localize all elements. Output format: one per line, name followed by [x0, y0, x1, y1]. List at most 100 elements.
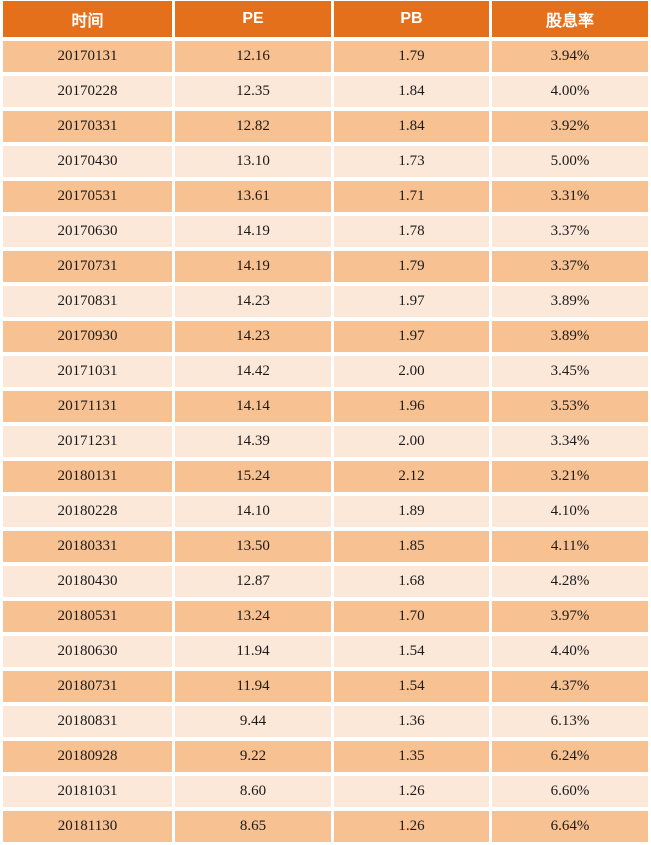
cell-pe: 8.60: [175, 776, 331, 807]
cell-dividend-yield: 6.13%: [492, 706, 648, 737]
cell-date: 20170630: [3, 216, 172, 247]
table-row: 20180531 13.24 1.70 3.97%: [3, 601, 648, 632]
cell-pb: 1.68: [334, 566, 489, 597]
cell-date: 20180928: [3, 741, 172, 772]
cell-pe: 14.19: [175, 216, 331, 247]
cell-dividend-yield: 3.31%: [492, 181, 648, 212]
cell-pb: 1.54: [334, 671, 489, 702]
table-row: 20171231 14.39 2.00 3.34%: [3, 426, 648, 457]
cell-pe: 13.24: [175, 601, 331, 632]
cell-date: 20171131: [3, 391, 172, 422]
table-row: 20170430 13.10 1.73 5.00%: [3, 146, 648, 177]
table-row: 20170531 13.61 1.71 3.31%: [3, 181, 648, 212]
table-header-row: 时间 PE PB 股息率: [3, 1, 648, 37]
cell-date: 20170930: [3, 321, 172, 352]
cell-pb: 1.78: [334, 216, 489, 247]
cell-pe: 11.94: [175, 671, 331, 702]
cell-pe: 11.94: [175, 636, 331, 667]
cell-pe: 9.22: [175, 741, 331, 772]
cell-date: 20170131: [3, 41, 172, 72]
cell-date: 20180831: [3, 706, 172, 737]
cell-date: 20180228: [3, 496, 172, 527]
cell-dividend-yield: 4.00%: [492, 76, 648, 107]
cell-pe: 14.23: [175, 321, 331, 352]
table-body: 20170131 12.16 1.79 3.94% 20170228 12.35…: [3, 41, 648, 842]
cell-dividend-yield: 3.37%: [492, 251, 648, 282]
cell-dividend-yield: 5.00%: [492, 146, 648, 177]
cell-date: 20180331: [3, 531, 172, 562]
cell-dividend-yield: 4.11%: [492, 531, 648, 562]
table-row: 20170731 14.19 1.79 3.37%: [3, 251, 648, 282]
table-row: 20180928 9.22 1.35 6.24%: [3, 741, 648, 772]
cell-pe: 8.65: [175, 811, 331, 842]
table-row: 20180228 14.10 1.89 4.10%: [3, 496, 648, 527]
cell-pb: 1.26: [334, 811, 489, 842]
cell-dividend-yield: 3.89%: [492, 321, 648, 352]
table-row: 20170228 12.35 1.84 4.00%: [3, 76, 648, 107]
table-row: 20180731 11.94 1.54 4.37%: [3, 671, 648, 702]
cell-date: 20181031: [3, 776, 172, 807]
cell-dividend-yield: 3.34%: [492, 426, 648, 457]
cell-pe: 14.19: [175, 251, 331, 282]
table-row: 20180630 11.94 1.54 4.40%: [3, 636, 648, 667]
table-row: 20181130 8.65 1.26 6.64%: [3, 811, 648, 842]
cell-pe: 12.82: [175, 111, 331, 142]
cell-pe: 14.42: [175, 356, 331, 387]
cell-dividend-yield: 3.89%: [492, 286, 648, 317]
header-cell-pe: PE: [175, 1, 331, 37]
cell-pb: 1.54: [334, 636, 489, 667]
header-cell-pb: PB: [334, 1, 489, 37]
cell-pb: 2.00: [334, 426, 489, 457]
cell-dividend-yield: 3.94%: [492, 41, 648, 72]
cell-dividend-yield: 3.37%: [492, 216, 648, 247]
cell-date: 20180630: [3, 636, 172, 667]
cell-dividend-yield: 3.92%: [492, 111, 648, 142]
cell-dividend-yield: 3.21%: [492, 461, 648, 492]
cell-pb: 1.85: [334, 531, 489, 562]
cell-dividend-yield: 3.53%: [492, 391, 648, 422]
cell-dividend-yield: 6.64%: [492, 811, 648, 842]
cell-pe: 13.61: [175, 181, 331, 212]
cell-date: 20171031: [3, 356, 172, 387]
cell-pb: 1.84: [334, 111, 489, 142]
cell-dividend-yield: 6.60%: [492, 776, 648, 807]
cell-date: 20170831: [3, 286, 172, 317]
table-row: 20170331 12.82 1.84 3.92%: [3, 111, 648, 142]
cell-pe: 13.10: [175, 146, 331, 177]
cell-pb: 1.79: [334, 251, 489, 282]
cell-date: 20180731: [3, 671, 172, 702]
cell-pb: 1.71: [334, 181, 489, 212]
table-row: 20170131 12.16 1.79 3.94%: [3, 41, 648, 72]
cell-pe: 14.23: [175, 286, 331, 317]
cell-dividend-yield: 4.10%: [492, 496, 648, 527]
cell-dividend-yield: 4.37%: [492, 671, 648, 702]
table-row: 20170831 14.23 1.97 3.89%: [3, 286, 648, 317]
cell-date: 20170531: [3, 181, 172, 212]
cell-pb: 1.84: [334, 76, 489, 107]
header-cell-time: 时间: [3, 1, 172, 37]
cell-pe: 14.39: [175, 426, 331, 457]
cell-pb: 1.26: [334, 776, 489, 807]
table-row: 20181031 8.60 1.26 6.60%: [3, 776, 648, 807]
cell-dividend-yield: 4.28%: [492, 566, 648, 597]
table-row: 20180331 13.50 1.85 4.11%: [3, 531, 648, 562]
cell-dividend-yield: 3.97%: [492, 601, 648, 632]
cell-date: 20170731: [3, 251, 172, 282]
cell-pb: 1.97: [334, 321, 489, 352]
cell-dividend-yield: 6.24%: [492, 741, 648, 772]
cell-pe: 9.44: [175, 706, 331, 737]
table-row: 20171031 14.42 2.00 3.45%: [3, 356, 648, 387]
cell-pe: 12.35: [175, 76, 331, 107]
cell-pe: 14.14: [175, 391, 331, 422]
cell-pe: 13.50: [175, 531, 331, 562]
cell-date: 20170430: [3, 146, 172, 177]
cell-pe: 12.87: [175, 566, 331, 597]
cell-pb: 1.73: [334, 146, 489, 177]
cell-pb: 1.89: [334, 496, 489, 527]
cell-pb: 1.35: [334, 741, 489, 772]
table-row: 20171131 14.14 1.96 3.53%: [3, 391, 648, 422]
cell-date: 20180531: [3, 601, 172, 632]
cell-pe: 15.24: [175, 461, 331, 492]
header-cell-dividend-yield: 股息率: [492, 1, 648, 37]
